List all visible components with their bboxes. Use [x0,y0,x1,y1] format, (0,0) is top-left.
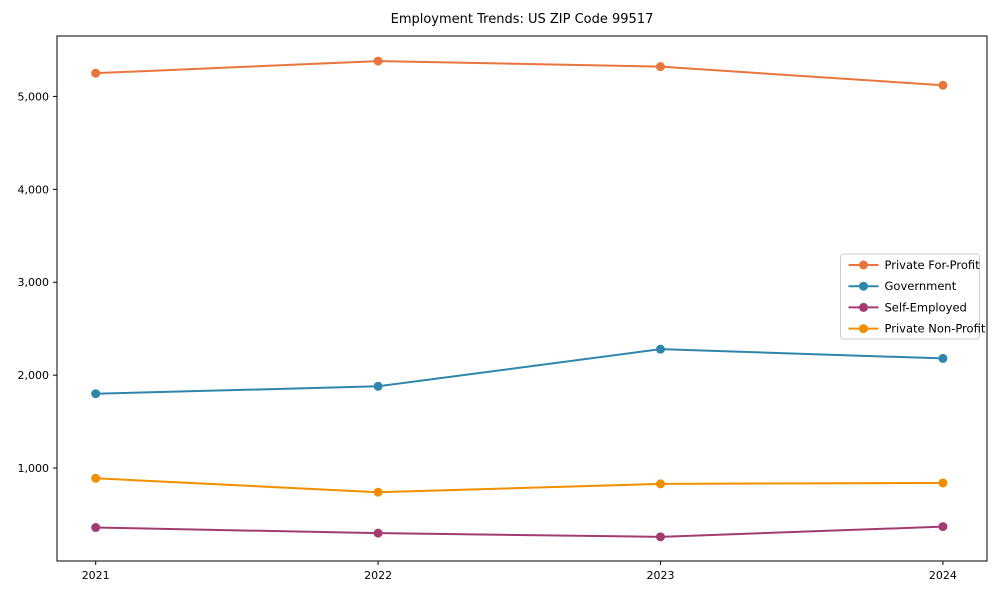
data-point-private-for-profit-2023 [656,62,665,72]
data-point-private-for-profit-2024 [938,80,948,90]
x-tick-label: 2023 [647,569,675,582]
data-point-government-2024 [938,353,948,363]
legend-box [840,253,980,340]
data-point-government-2021 [91,389,101,399]
data-point-self-employed-2024 [938,522,948,532]
legend-item-private-for-profit: Private For-Profit [848,258,981,272]
x-tick-label: 2021 [82,569,110,582]
legend-swatch-marker [859,324,868,334]
data-point-private-for-profit-2022 [373,56,383,66]
y-tick-label: 2,000 [18,369,50,382]
plot-area: 1,000 2,000 3,000 4,000 5,000 2021 2022 2023 202… [18,35,988,582]
legend-label: Private Non-Profit [885,322,986,336]
data-point-private-non-profit-2021 [91,473,101,483]
legend-label: Government [885,279,957,293]
legend-label: Self-Employed [885,300,967,314]
y-tick-label: 5,000 [18,90,50,103]
legend-swatch-marker [859,260,868,270]
x-tick-label: 2024 [929,569,957,582]
y-tick-label: 3,000 [18,276,50,289]
legend-item-private-non-profit: Private Non-Profit [848,322,986,336]
series-line-private-non-profit [94,477,944,494]
data-point-government-2023 [656,344,665,354]
legend: Private For-Profit Government Self-Employe… [840,253,986,340]
data-point-government-2022 [373,381,383,391]
chart-title: Employment Trends: US ZIP Code 99517 [391,12,654,27]
x-tick-label: 2022 [364,569,392,582]
data-point-private-non-profit-2023 [656,479,665,489]
legend-swatch-marker [859,281,868,291]
series-line-private-for-profit [94,60,944,87]
y-tick-label: 4,000 [18,183,50,196]
data-point-private-non-profit-2022 [373,487,383,497]
series-group [91,56,948,542]
data-point-private-for-profit-2021 [91,68,101,78]
legend-swatch-marker [859,302,868,312]
series-line-government [94,348,944,395]
data-point-self-employed-2022 [373,528,383,538]
data-point-self-employed-2021 [91,523,101,533]
data-point-private-non-profit-2024 [938,478,948,488]
legend-item-self-employed: Self-Employed [848,300,967,314]
y-tick-label: 1,000 [18,462,50,475]
series-line-self-employed [94,525,944,538]
legend-item-government: Government [848,279,957,293]
plot-border [56,35,988,562]
legend-label: Private For-Profit [885,258,981,272]
data-point-self-employed-2023 [656,532,665,542]
